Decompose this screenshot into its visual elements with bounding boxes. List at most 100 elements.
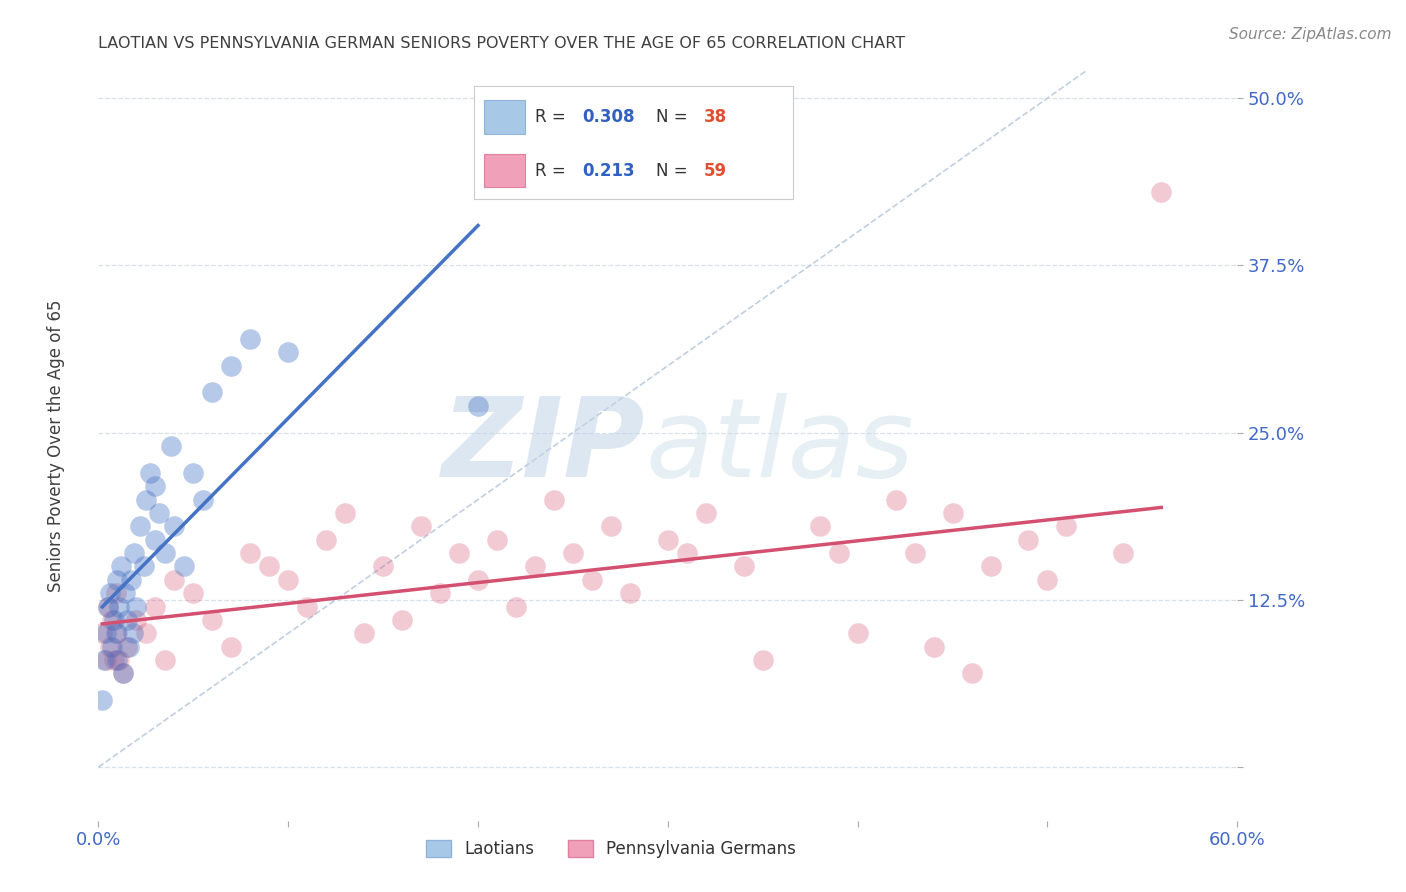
- Point: [1036, 573, 1059, 587]
- Point: [695, 506, 717, 520]
- Point: [91, 626, 114, 640]
- Text: Seniors Poverty Over the Age of 65: Seniors Poverty Over the Age of 65: [48, 300, 65, 592]
- Point: [120, 573, 142, 587]
- Point: [91, 693, 114, 707]
- Point: [733, 559, 755, 574]
- Point: [1056, 519, 1078, 533]
- Legend: Laotians, Pennsylvania Germans: Laotians, Pennsylvania Germans: [419, 833, 803, 864]
- Point: [173, 559, 195, 574]
- Point: [129, 519, 152, 533]
- Point: [353, 626, 375, 640]
- Point: [467, 399, 489, 413]
- Point: [108, 599, 131, 614]
- Point: [103, 613, 125, 627]
- Point: [135, 492, 157, 507]
- Point: [277, 573, 299, 587]
- Point: [124, 546, 146, 560]
- Point: [183, 466, 205, 480]
- Point: [118, 640, 141, 654]
- Point: [562, 546, 585, 560]
- Point: [259, 559, 281, 574]
- Point: [107, 573, 129, 587]
- Point: [138, 466, 160, 480]
- Point: [125, 599, 148, 614]
- Point: [107, 626, 129, 640]
- Point: [121, 626, 143, 640]
- Point: [600, 519, 623, 533]
- Point: [201, 385, 224, 400]
- Point: [524, 559, 547, 574]
- Point: [221, 359, 243, 373]
- Point: [828, 546, 851, 560]
- Point: [94, 626, 117, 640]
- Point: [297, 599, 319, 614]
- Text: ZIP: ZIP: [441, 392, 645, 500]
- Text: atlas: atlas: [645, 392, 914, 500]
- Point: [148, 506, 170, 520]
- Point: [108, 653, 131, 667]
- Point: [132, 559, 155, 574]
- Point: [145, 599, 167, 614]
- Point: [104, 586, 127, 600]
- Text: LAOTIAN VS PENNSYLVANIA GERMAN SENIORS POVERTY OVER THE AGE OF 65 CORRELATION CH: LAOTIAN VS PENNSYLVANIA GERMAN SENIORS P…: [98, 36, 905, 51]
- Point: [110, 559, 132, 574]
- Point: [163, 573, 186, 587]
- Point: [486, 533, 509, 547]
- Point: [115, 640, 138, 654]
- Point: [135, 626, 157, 640]
- Point: [505, 599, 527, 614]
- Point: [103, 653, 125, 667]
- Point: [581, 573, 603, 587]
- Point: [145, 533, 167, 547]
- Point: [808, 519, 831, 533]
- Point: [277, 345, 299, 359]
- Point: [467, 573, 489, 587]
- Point: [904, 546, 927, 560]
- Point: [960, 666, 983, 681]
- Point: [104, 626, 127, 640]
- Point: [125, 613, 148, 627]
- Point: [191, 492, 214, 507]
- Point: [100, 640, 122, 654]
- Point: [543, 492, 565, 507]
- Point: [619, 586, 641, 600]
- Point: [239, 546, 262, 560]
- Point: [657, 533, 679, 547]
- Point: [114, 586, 136, 600]
- Point: [115, 613, 138, 627]
- Point: [97, 599, 120, 614]
- Point: [93, 653, 115, 667]
- Point: [391, 613, 413, 627]
- Point: [979, 559, 1001, 574]
- Point: [98, 640, 121, 654]
- Point: [1018, 533, 1040, 547]
- Point: [183, 586, 205, 600]
- Point: [1112, 546, 1135, 560]
- Point: [315, 533, 337, 547]
- Point: [100, 613, 122, 627]
- Point: [163, 519, 186, 533]
- Point: [922, 640, 945, 654]
- Point: [94, 653, 117, 667]
- Point: [112, 666, 135, 681]
- Point: [221, 640, 243, 654]
- Point: [159, 439, 181, 453]
- Point: [846, 626, 869, 640]
- Point: [449, 546, 471, 560]
- Point: [752, 653, 775, 667]
- Point: [429, 586, 451, 600]
- Point: [97, 599, 120, 614]
- Point: [153, 546, 176, 560]
- Point: [335, 506, 357, 520]
- Point: [153, 653, 176, 667]
- Point: [98, 586, 121, 600]
- Point: [107, 653, 129, 667]
- Point: [145, 479, 167, 493]
- Point: [112, 666, 135, 681]
- Point: [942, 506, 965, 520]
- Point: [1150, 185, 1173, 199]
- Point: [411, 519, 433, 533]
- Point: [884, 492, 907, 507]
- Point: [676, 546, 699, 560]
- Point: [201, 613, 224, 627]
